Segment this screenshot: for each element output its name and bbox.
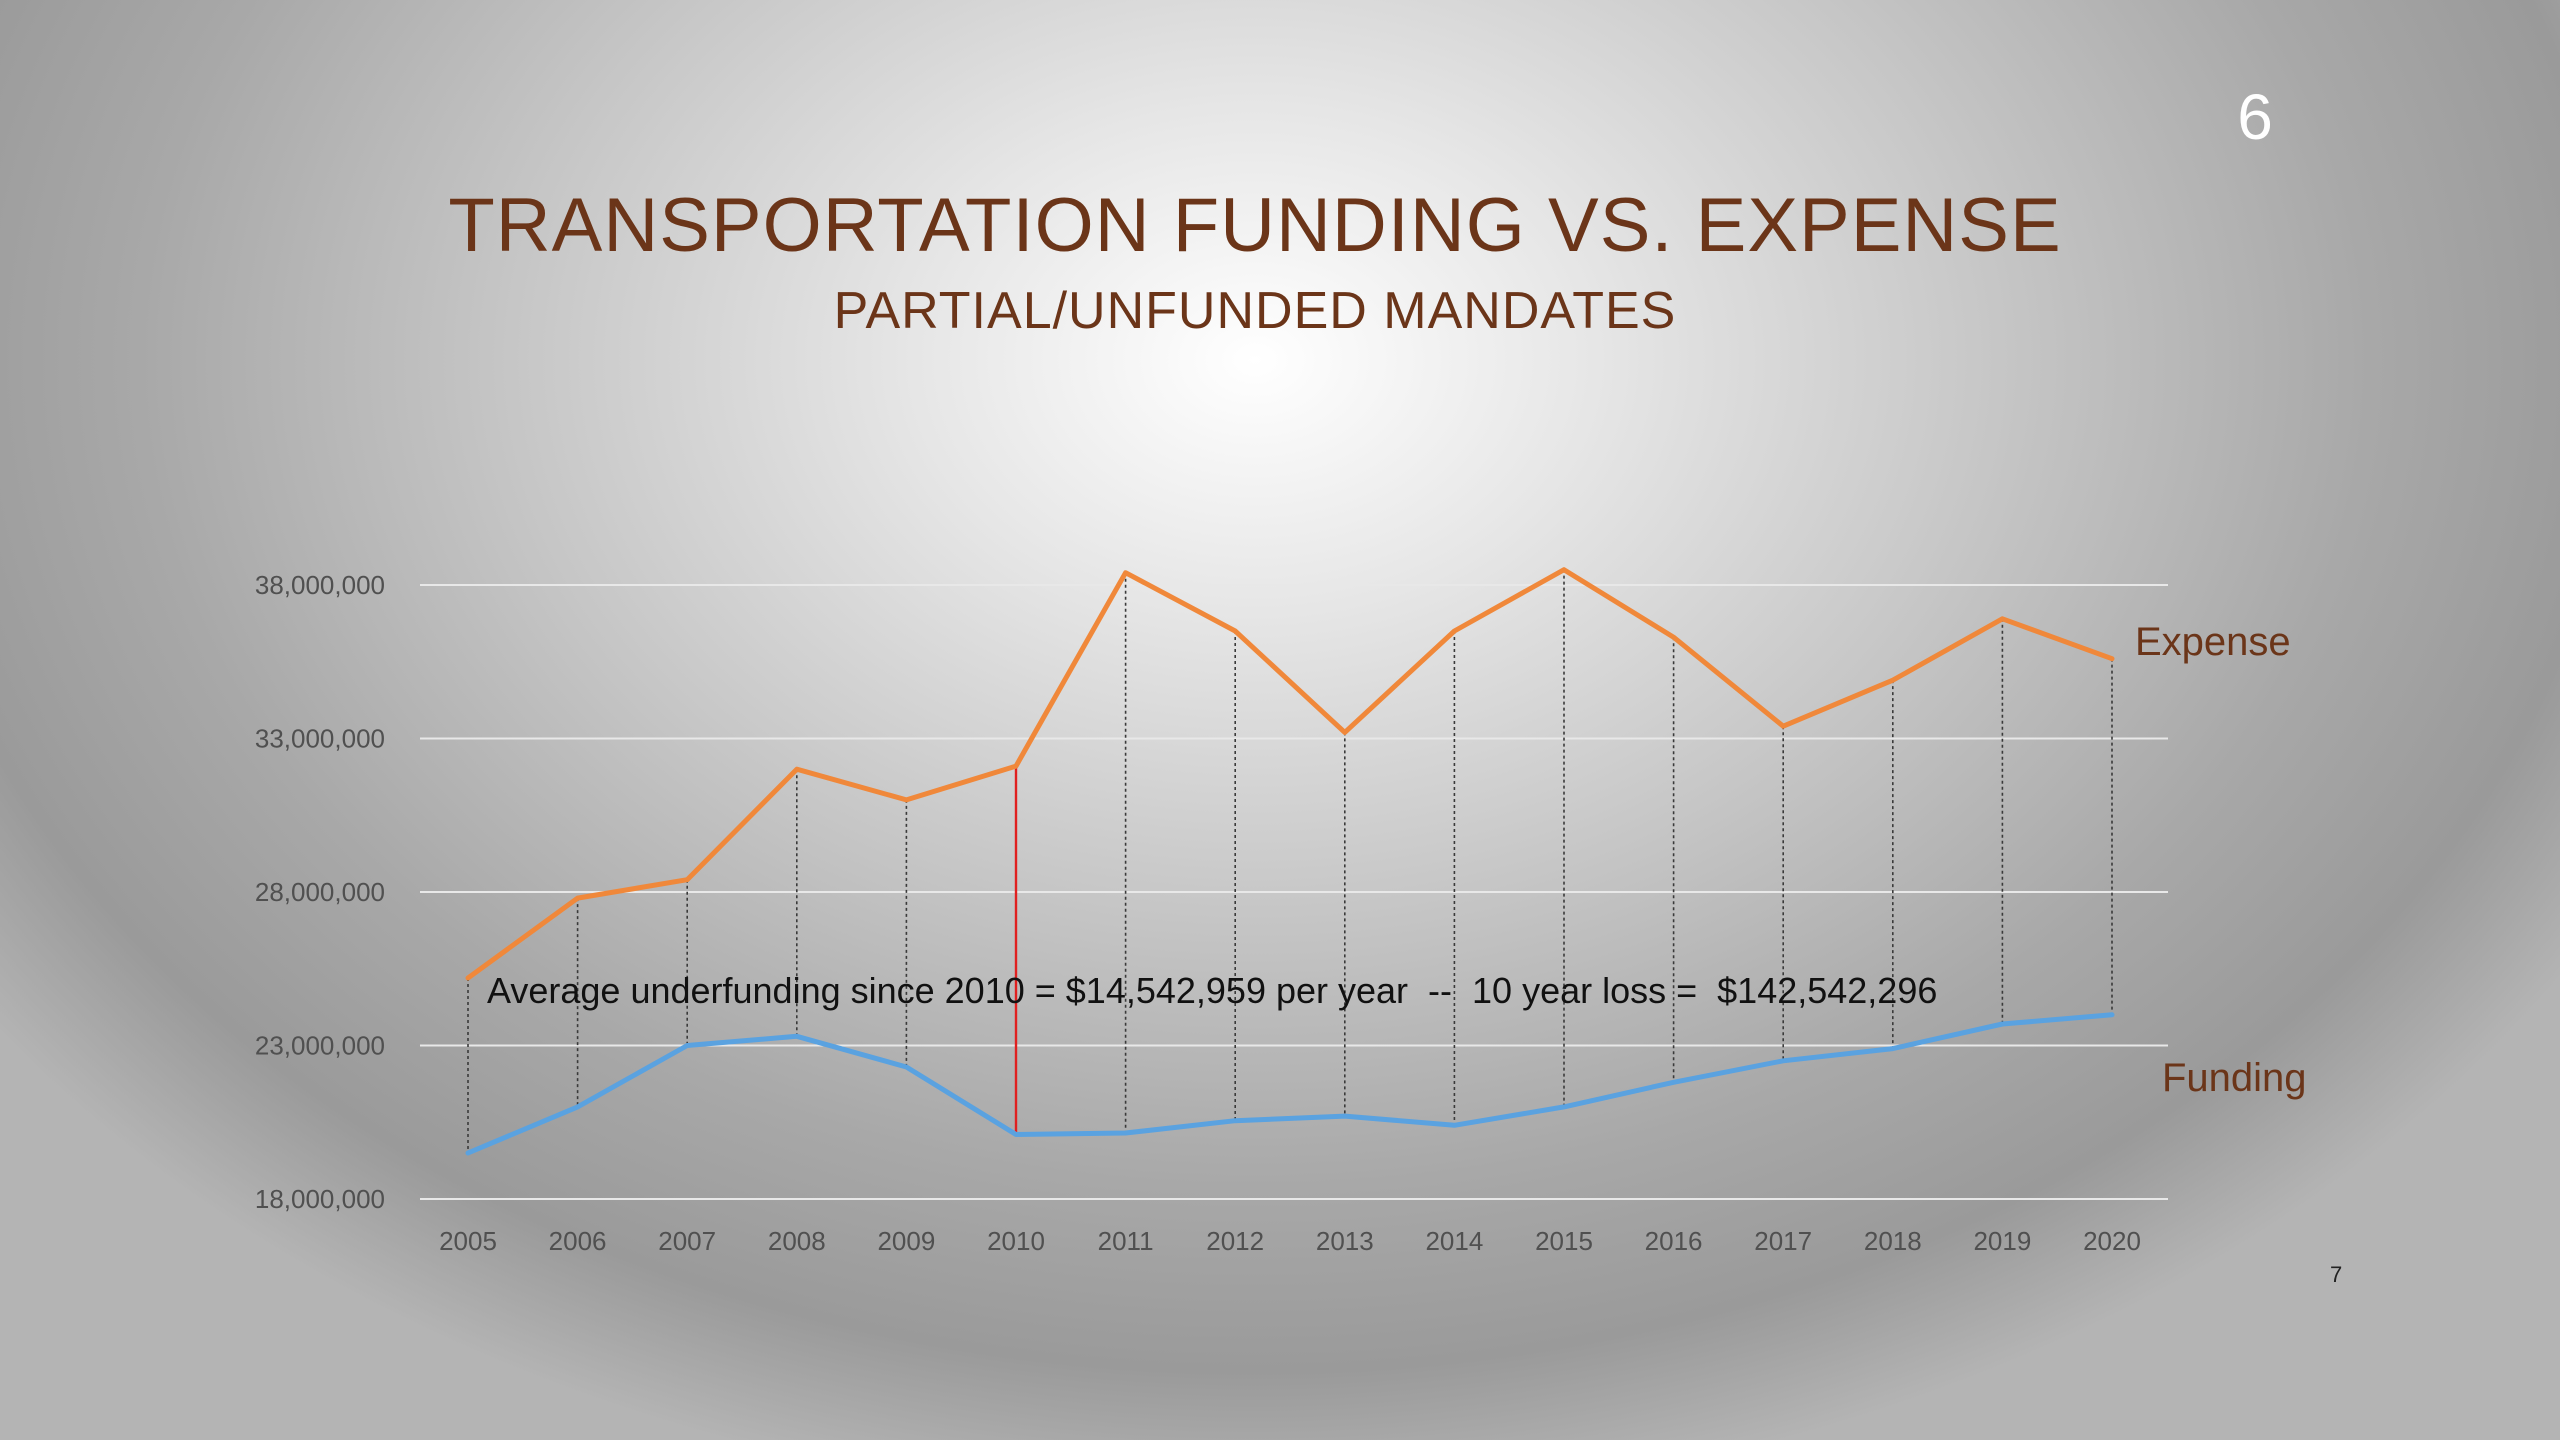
slide-title: TRANSPORTATION FUNDING VS. EXPENSE: [448, 183, 2062, 268]
page-number: 7: [2330, 1262, 2343, 1287]
x-tick-label: 2020: [2083, 1226, 2141, 1256]
y-tick-label: 18,000,000: [255, 1184, 385, 1214]
x-tick-label: 2019: [1973, 1226, 2031, 1256]
x-tick-label: 2016: [1645, 1226, 1703, 1256]
y-tick-label: 23,000,000: [255, 1031, 385, 1061]
funding-series-line: [465, 1012, 2115, 1156]
slide-subtitle: PARTIAL/UNFUNDED MANDATES: [833, 282, 1677, 340]
legend-funding-label: Funding: [2162, 1056, 2307, 1100]
x-tick-label: 2013: [1316, 1226, 1374, 1256]
y-tick-label: 38,000,000: [255, 570, 385, 600]
x-tick-label: 2017: [1754, 1226, 1812, 1256]
underfunding-annotation: Average underfunding since 2010 = $14,54…: [487, 970, 1937, 1011]
y-tick-label: 28,000,000: [255, 877, 385, 907]
x-tick-label: 2010: [987, 1226, 1045, 1256]
slide-number: 6: [2237, 81, 2273, 153]
expense-series-line: [465, 567, 2115, 981]
x-tick-label: 2014: [1425, 1226, 1483, 1256]
x-tick-label: 2008: [768, 1226, 826, 1256]
x-tick-label: 2009: [877, 1226, 935, 1256]
x-tick-label: 2018: [1864, 1226, 1922, 1256]
x-tick-label: 2011: [1098, 1226, 1154, 1256]
x-tick-label: 2015: [1535, 1226, 1593, 1256]
x-tick-label: 2007: [658, 1226, 716, 1256]
legend-expense-label: Expense: [2135, 620, 2291, 664]
x-tick-label: 2005: [439, 1226, 497, 1256]
x-tick-label: 2006: [549, 1226, 607, 1256]
y-tick-label: 33,000,000: [255, 724, 385, 754]
x-tick-label: 2012: [1206, 1226, 1264, 1256]
